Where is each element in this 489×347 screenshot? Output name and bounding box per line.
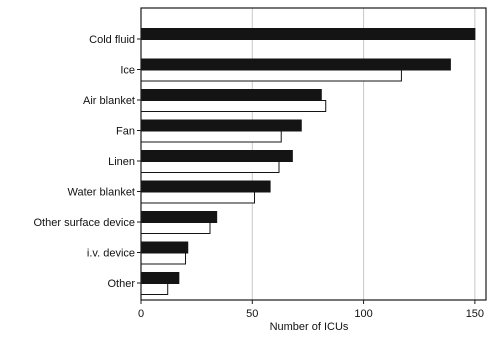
bar-series1-8	[140, 272, 180, 284]
category-label: Air blanket	[83, 95, 135, 107]
category-label: Other	[107, 278, 135, 290]
category-label: Fan	[116, 126, 135, 138]
bar-series2-6	[140, 222, 211, 234]
bar-series1-7	[140, 241, 189, 254]
bar-series1-1	[140, 58, 451, 71]
category-label: Other surface device	[34, 217, 136, 229]
category-label: Water blanket	[68, 187, 135, 199]
bars-layer	[140, 28, 476, 295]
bar-series2-3	[140, 130, 282, 143]
category-label: i.v. device	[87, 248, 135, 260]
plot-frame	[140, 7, 487, 301]
category-label: Cold fluid	[89, 34, 135, 46]
x-tick-label: 150	[466, 308, 484, 320]
category-label: Ice	[120, 65, 135, 77]
x-tick-label: 50	[246, 308, 258, 320]
bar-series2-2	[140, 100, 327, 112]
bar-series1-0	[140, 28, 476, 40]
x-axis-title: Number of ICUs	[270, 321, 349, 333]
bar-series2-7	[140, 252, 187, 265]
bar-series2-4	[140, 161, 280, 173]
x-tick-label: 0	[138, 308, 144, 320]
x-axis-ticks: 0 50 100 150	[138, 300, 484, 320]
bar-series1-3	[140, 119, 302, 132]
bar-series1-4	[140, 150, 293, 162]
bar-series1-5	[140, 180, 271, 193]
category-label: Linen	[108, 156, 135, 168]
bar-series1-6	[140, 211, 218, 223]
bar-series2-1	[140, 69, 402, 82]
category-labels: Cold fluid Ice Air blanket Fan Linen Water bl…	[34, 34, 141, 290]
bar-series2-5	[140, 191, 256, 204]
bar-series1-2	[140, 89, 322, 101]
x-tick-label: 100	[354, 308, 372, 320]
bar-series2-8	[140, 283, 169, 295]
